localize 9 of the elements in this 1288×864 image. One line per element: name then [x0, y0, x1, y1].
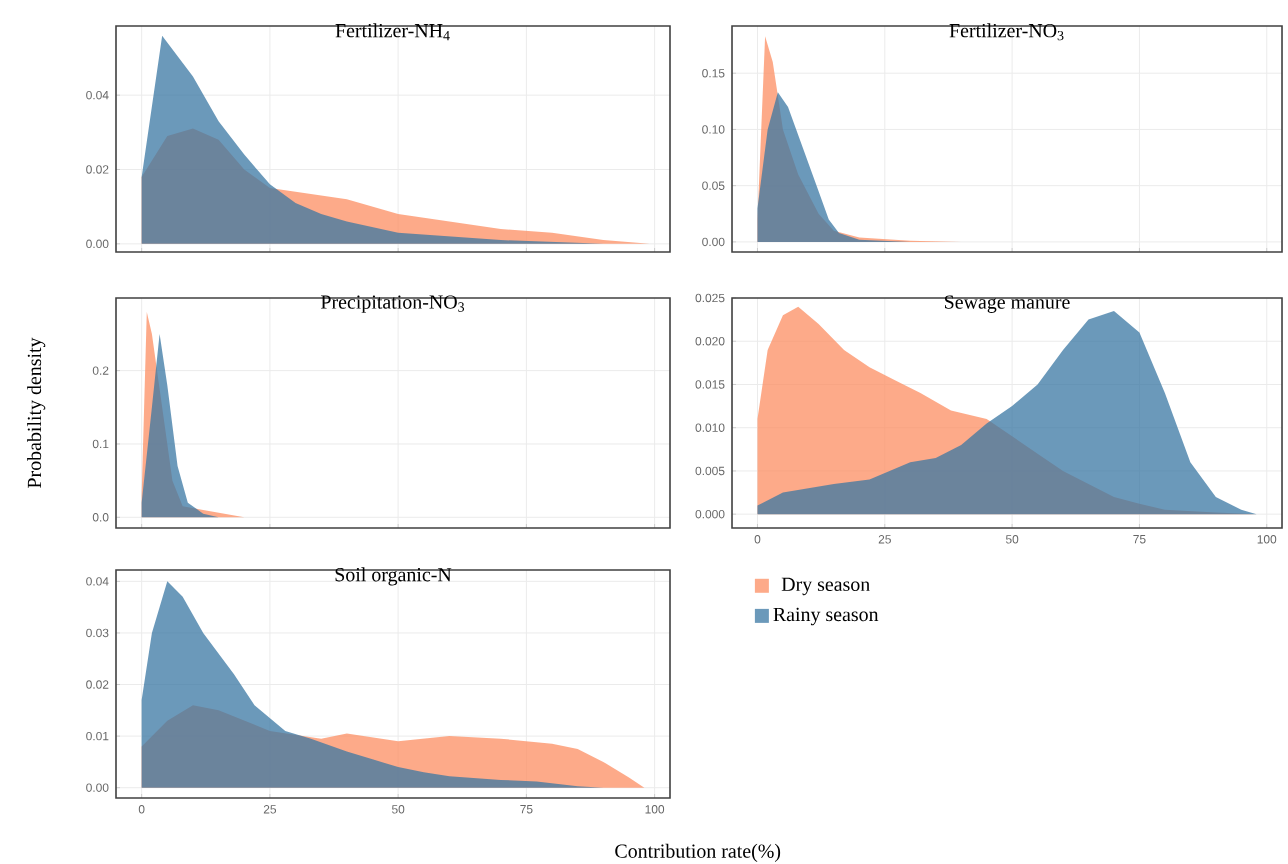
legend-label: Dry season [781, 577, 870, 596]
legend-label: Rainy season [773, 607, 879, 626]
x-axis-title: Contribution rate(%) [615, 843, 781, 862]
y-axis-title: Probability density [27, 337, 46, 488]
chart-title: Sewage manure [945, 295, 1070, 313]
chart-title: Precipitation-NO$_{3}$ [320, 295, 465, 313]
chart-title: Fertilizer-NO$_{3}$ [949, 23, 1064, 41]
chart-title: Fertilizer-NH$_{4}$ [335, 23, 450, 41]
chart-title: Soil organic-N [335, 567, 452, 586]
